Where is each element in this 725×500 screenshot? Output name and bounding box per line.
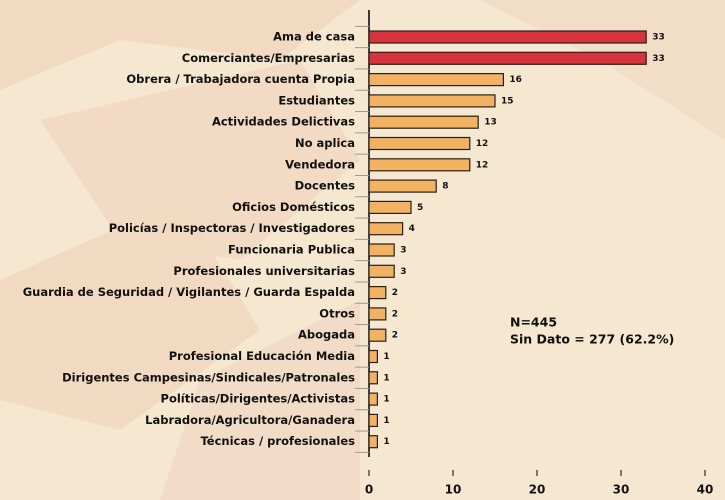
annotation: Sin Dato = 277 (62.2%) bbox=[510, 332, 674, 347]
value-label: 2 bbox=[392, 288, 398, 298]
value-label: 15 bbox=[501, 96, 514, 106]
x-tick-label: 40 bbox=[697, 483, 714, 497]
bar bbox=[368, 264, 395, 278]
x-tick-label: 30 bbox=[613, 483, 630, 497]
category-label: Labradora/Agricultora/Ganadera bbox=[145, 413, 355, 427]
bar bbox=[368, 72, 504, 87]
category-label: No aplica bbox=[295, 136, 355, 150]
value-label: 3 bbox=[400, 267, 406, 277]
bar bbox=[368, 349, 378, 364]
category-label: Profesional Educación Media bbox=[169, 349, 355, 363]
category-label: Dirigentes Campesinas/Sindicales/Patrona… bbox=[62, 370, 355, 384]
category-label: Actividades Delictivas bbox=[212, 115, 355, 129]
value-label: 2 bbox=[392, 309, 398, 319]
category-label: Docentes bbox=[295, 179, 356, 193]
value-label: 33 bbox=[652, 33, 665, 43]
x-tick-label: 10 bbox=[445, 483, 462, 497]
value-label: 12 bbox=[476, 139, 489, 149]
bar bbox=[368, 435, 378, 449]
x-tick-label: 20 bbox=[529, 483, 546, 497]
bar bbox=[368, 179, 437, 193]
value-label: 4 bbox=[409, 224, 415, 234]
value-label: 1 bbox=[383, 395, 389, 405]
bar bbox=[368, 51, 647, 65]
bar bbox=[368, 30, 647, 44]
category-label: Policías / Inspectoras / Investigadores bbox=[109, 221, 355, 235]
bar bbox=[368, 307, 387, 321]
category-label: Ama de casa bbox=[273, 30, 355, 44]
bar bbox=[368, 158, 471, 172]
bar bbox=[368, 286, 387, 300]
annotation: N=445 bbox=[510, 315, 557, 330]
category-label: Abogada bbox=[298, 328, 355, 342]
bar bbox=[368, 136, 471, 151]
value-label: 8 bbox=[442, 182, 448, 192]
category-label: Vendedora bbox=[285, 157, 355, 171]
category-label: Otros bbox=[319, 306, 355, 320]
category-label: Oficios Domésticos bbox=[232, 200, 355, 214]
value-label: 1 bbox=[383, 373, 389, 383]
x-tick-label: 0 bbox=[365, 483, 373, 497]
bar bbox=[368, 328, 387, 342]
bar bbox=[368, 200, 412, 214]
category-label: Obrera / Trabajadora cuenta Propia bbox=[126, 72, 355, 86]
category-label: Profesionales universitarias bbox=[173, 264, 355, 278]
value-label: 1 bbox=[383, 437, 389, 447]
bar bbox=[368, 392, 378, 406]
category-label: Guardia de Seguridad / Vigilantes / Guar… bbox=[23, 285, 355, 299]
bar bbox=[368, 94, 496, 108]
bar bbox=[368, 222, 404, 236]
value-label: 1 bbox=[383, 352, 389, 362]
bar bbox=[368, 371, 378, 385]
category-label: Estudiantes bbox=[278, 93, 355, 107]
category-label: Políticas/Dirigentes/Activistas bbox=[161, 392, 356, 406]
value-label: 3 bbox=[400, 246, 406, 256]
value-label: 16 bbox=[509, 75, 522, 85]
value-label: 12 bbox=[476, 160, 489, 170]
category-label: Comerciantes/Empresarias bbox=[182, 51, 355, 65]
value-label: 1 bbox=[383, 416, 389, 426]
value-label: 13 bbox=[484, 118, 497, 128]
bar bbox=[368, 413, 378, 427]
value-label: 5 bbox=[417, 203, 423, 213]
value-label: 33 bbox=[652, 54, 665, 64]
bar bbox=[368, 115, 479, 129]
category-label: Técnicas / profesionales bbox=[200, 434, 355, 448]
value-label: 2 bbox=[392, 331, 398, 341]
bar bbox=[368, 243, 395, 257]
category-label: Funcionaria Publica bbox=[228, 243, 355, 257]
